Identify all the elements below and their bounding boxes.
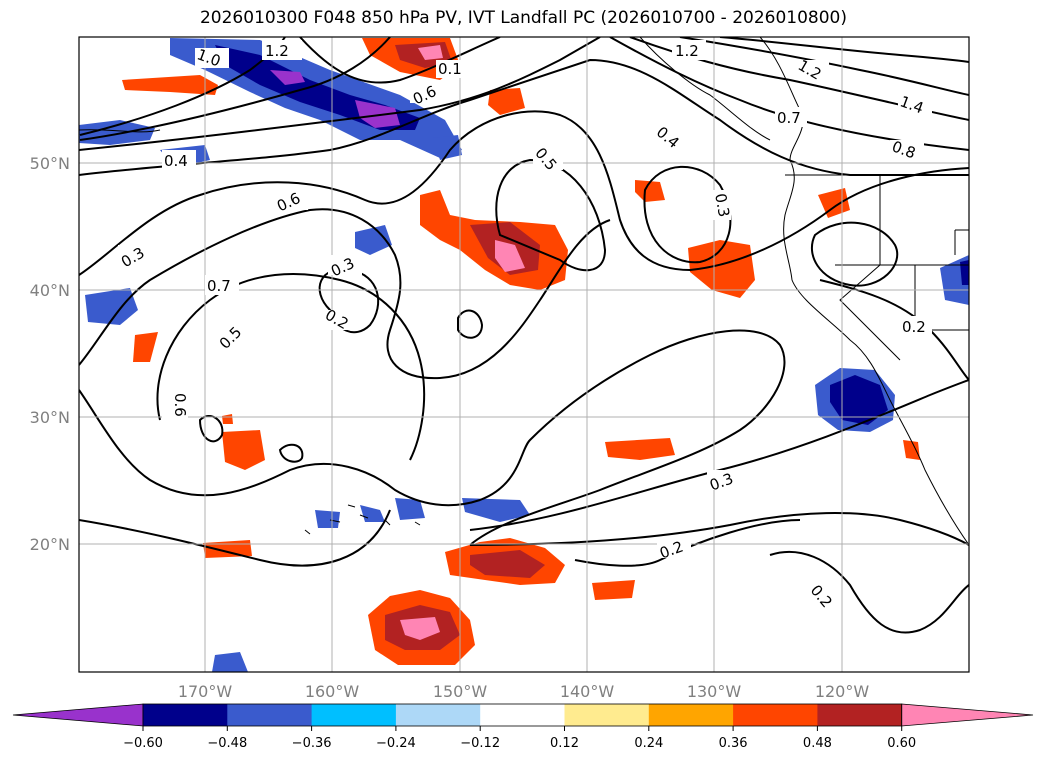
colorbar-segment [395, 704, 481, 726]
colorbar-tick-label: −0.24 [376, 736, 416, 751]
colorbar: −0.60 −0.48 −0.36 −0.24 −0.12 0.12 0.24 0.36 0.4… [12, 703, 1034, 751]
lon-label-130w: 130°W [687, 682, 742, 701]
contour-label: 0.7 [207, 277, 231, 295]
contour-label: 1.2 [675, 42, 699, 60]
latitude-labels: 50°N 40°N 30°N 20°N [30, 154, 70, 554]
contour-label: 0.1 [438, 60, 462, 78]
lon-label-160w: 160°W [305, 682, 360, 701]
contour-labels: 1.2 1.2 1.2 0.1 0.6 0.7 1.4 0.8 0.4 0.5 … [118, 40, 932, 611]
colorbar-extend-low [12, 703, 144, 727]
colorbar-extend-high [901, 703, 1034, 727]
colorbar-segment [311, 704, 397, 726]
colorbar-segment [480, 704, 565, 726]
map-title: 2026010300 F048 850 hPa PV, IVT Landfall… [199, 8, 847, 28]
colorbar-segment [733, 704, 818, 726]
colorbar-tick-label: 0.36 [719, 736, 748, 751]
colorbar-segment [817, 704, 903, 726]
negative-anomaly-peak [355, 100, 400, 128]
colorbar-segment [227, 704, 313, 726]
colorbar-tick-label: 0.48 [803, 736, 832, 751]
colorbar-segment [648, 704, 734, 726]
colorbar-tick-label: 0.24 [634, 736, 663, 751]
lon-label-150w: 150°W [433, 682, 488, 701]
colorbar-tick-label: −0.12 [460, 736, 500, 751]
colorbar-tick-label: 0.60 [887, 736, 916, 751]
map-frame [78, 36, 970, 673]
colorbar-border [142, 703, 903, 727]
colorbar-segment [564, 704, 650, 726]
longitude-labels: 170°W 160°W 150°W 140°W 130°W 120°W [178, 682, 870, 701]
lat-label-40n: 40°N [30, 281, 70, 300]
contour-label: 0.4 [164, 152, 188, 170]
lon-label-170w: 170°W [178, 682, 233, 701]
colorbar-tick-label: −0.48 [207, 736, 247, 751]
contour-label: 0.6 [171, 393, 189, 417]
lat-label-20n: 20°N [30, 535, 70, 554]
contour-label: 0.2 [902, 318, 926, 336]
colorbar-tick-label: −0.60 [123, 736, 163, 751]
contour-label: 1.2 [265, 42, 289, 60]
lat-label-50n: 50°N [30, 154, 70, 173]
colorbar-tick-label: −0.36 [292, 736, 332, 751]
lon-label-140w: 140°W [560, 682, 615, 701]
pv-contours [79, 37, 969, 634]
contour-label: 0.7 [777, 109, 801, 127]
colorbar-segment [143, 704, 228, 726]
lat-label-30n: 30°N [30, 408, 70, 427]
contour-label: 0.3 [711, 192, 733, 219]
lon-label-120w: 120°W [815, 682, 870, 701]
colorbar-tick-label: 0.12 [550, 736, 579, 751]
